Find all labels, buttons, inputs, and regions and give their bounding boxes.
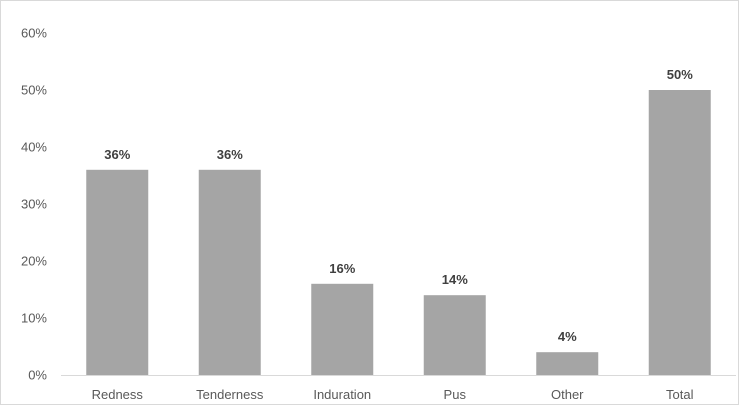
y-tick-label: 10% bbox=[21, 311, 47, 326]
x-category-label: Total bbox=[666, 387, 694, 402]
x-category-label: Induration bbox=[313, 387, 371, 402]
data-label: 16% bbox=[329, 261, 355, 276]
bar-other bbox=[536, 352, 599, 375]
bar-total bbox=[648, 90, 711, 375]
data-label: 36% bbox=[104, 147, 130, 162]
y-tick-label: 50% bbox=[21, 83, 47, 98]
bar-induration bbox=[311, 283, 374, 375]
data-label: 50% bbox=[667, 67, 693, 82]
data-label: 4% bbox=[558, 329, 577, 344]
y-tick-label: 20% bbox=[21, 254, 47, 269]
y-tick-label: 40% bbox=[21, 140, 47, 155]
bar-tenderness bbox=[198, 169, 261, 375]
data-label: 36% bbox=[217, 147, 243, 162]
y-tick-label: 60% bbox=[21, 26, 47, 41]
x-category-label: Pus bbox=[444, 387, 467, 402]
y-tick-label: 30% bbox=[21, 197, 47, 212]
x-category-label: Redness bbox=[92, 387, 144, 402]
x-axis-category-labels: Redness Tenderness Induration Pus Other Total bbox=[92, 387, 694, 402]
bar-pus bbox=[423, 295, 486, 375]
data-label: 14% bbox=[442, 272, 468, 287]
y-axis-ticks: 0% 10% 20% 30% 40% 50% 60% bbox=[21, 26, 47, 383]
x-category-label: Other bbox=[551, 387, 584, 402]
data-labels-group: 36% 36% 16% 14% 4% 50% bbox=[104, 67, 693, 344]
bar-redness bbox=[86, 169, 149, 375]
x-category-label: Tenderness bbox=[196, 387, 264, 402]
y-tick-label: 0% bbox=[28, 368, 47, 383]
bars-group bbox=[86, 90, 711, 375]
